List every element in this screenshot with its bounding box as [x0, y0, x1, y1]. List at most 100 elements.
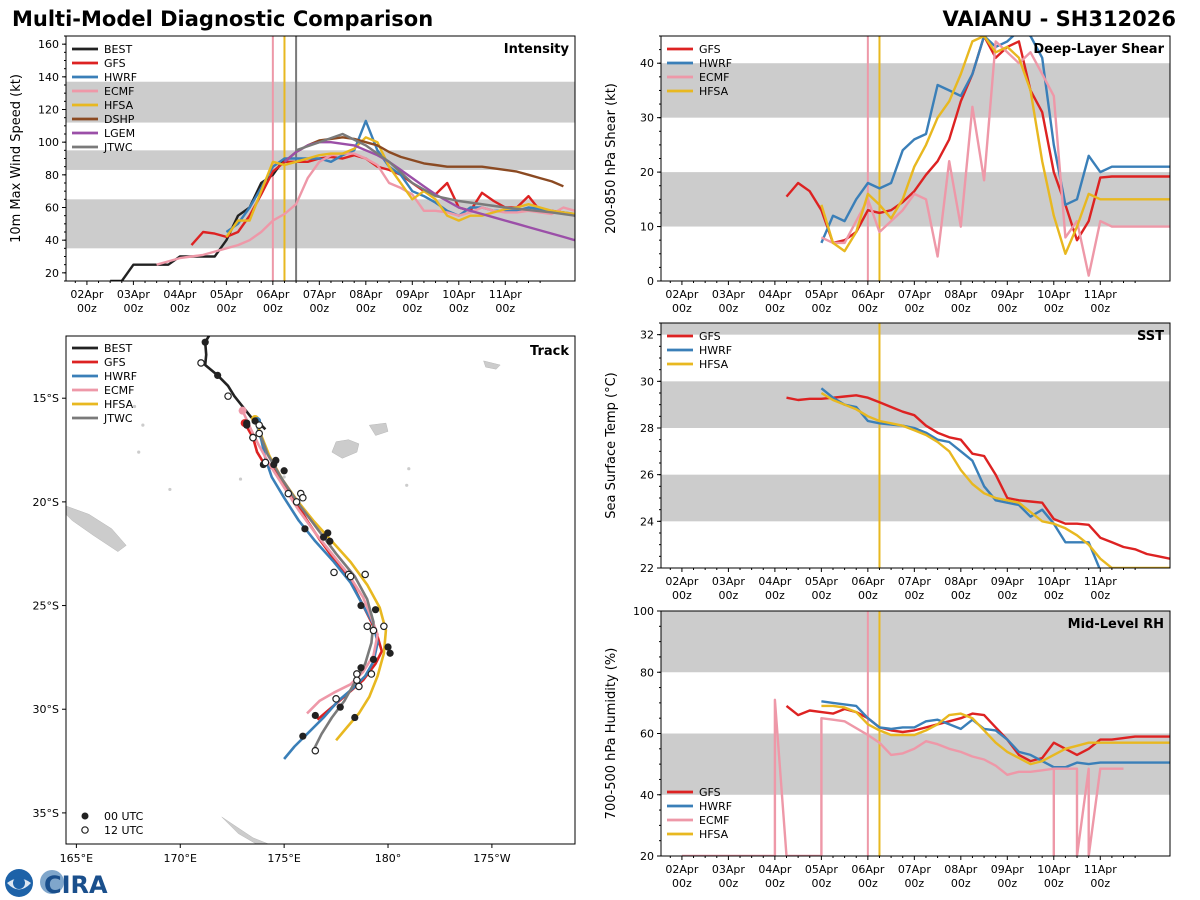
shear-xtick-hour: 00z: [1044, 302, 1064, 315]
rh-xtick-date: 08Apr: [944, 863, 978, 876]
track-marker-12utc: [197, 359, 205, 367]
rh-xtick-hour: 00z: [765, 877, 785, 890]
sst-xtick-hour: 00z: [765, 589, 785, 602]
intensity-line-hwrf: [225, 119, 575, 233]
sst-line-hfsa: [820, 391, 1170, 568]
rh-line-hfsa: [821, 704, 1170, 766]
intensity-legend-label-lgem: LGEM: [104, 127, 135, 140]
intensity-ytick-label: 160: [38, 38, 59, 51]
track-ytick-label: 20°S: [33, 496, 59, 509]
shear-xtick-date: 09Apr: [991, 288, 1025, 301]
marker-legend-00utc: [81, 812, 89, 820]
sst-legend-label-hfsa: HFSA: [699, 358, 729, 371]
sst-ylabel: Sea Surface Temp (°C): [604, 372, 619, 519]
track-marker-00utc: [311, 711, 319, 720]
rh-legend-label-ecmf: ECMF: [699, 814, 729, 827]
intensity-xtick-date: 05Apr: [210, 288, 244, 301]
intensity-ytick-label: 80: [45, 169, 59, 182]
land-mass: [221, 816, 270, 844]
sst-xtick-hour: 00z: [904, 589, 924, 602]
sst-ytick-label: 32: [640, 329, 654, 342]
intensity-xtick-date: 11Apr: [489, 288, 523, 301]
track-marker-00utc: [357, 601, 365, 610]
sst-xtick-date: 03Apr: [712, 575, 746, 588]
rh-ytick-label: 40: [640, 789, 654, 802]
rh-xtick-date: 04Apr: [758, 863, 792, 876]
intensity-shade-band: [66, 199, 575, 249]
intensity-xtick-hour: 00z: [216, 302, 236, 315]
track-marker-12utc: [346, 572, 355, 581]
intensity-xtick-date: 09Apr: [396, 288, 430, 301]
shear-title: Deep-Layer Shear: [1033, 42, 1164, 57]
sst-series: [786, 387, 1170, 568]
track-ytick-label: 35°S: [33, 807, 59, 820]
land-mass: [331, 439, 360, 459]
track-xtick-label: 165°E: [60, 852, 93, 865]
sst-xtick-date: 04Apr: [758, 575, 792, 588]
shear-legend-label-hwrf: HWRF: [699, 57, 732, 70]
island: [141, 423, 145, 427]
intensity-line-ecmf: [156, 152, 575, 266]
marker-legend-12utc: [81, 826, 89, 834]
sst-title: SST: [1137, 329, 1164, 344]
intensity-panel: 2040608010012014016002Apr00z03Apr00z04Ap…: [9, 35, 576, 315]
sst-xtick-date: 07Apr: [898, 575, 932, 588]
rh-xtick-date: 02Apr: [665, 863, 699, 876]
sst-shade-band: [661, 381, 1170, 428]
track-marker-12utc: [299, 493, 307, 502]
sst-shade-band: [661, 323, 1170, 335]
rh-ylabel: 700-500 hPa Humidity (%): [604, 648, 619, 820]
shear-xtick-hour: 00z: [672, 302, 692, 315]
track-marker-12utc: [261, 458, 270, 467]
rh-ytick-label: 20: [640, 850, 654, 863]
track-marker-12utc: [367, 670, 376, 678]
track-line-hwrf: [253, 418, 379, 760]
rh-xtick-hour: 00z: [1044, 877, 1064, 890]
land-mass: [483, 360, 501, 370]
shear-legend-label-gfs: GFS: [699, 43, 721, 56]
rh-series: [681, 698, 1170, 856]
intensity-line-jtwc: [295, 132, 575, 217]
track-marker-00utc: [326, 537, 334, 545]
shear-xtick-date: 08Apr: [944, 288, 978, 301]
sst-xtick-date: 05Apr: [805, 575, 839, 588]
intensity-xtick-hour: 00z: [309, 302, 329, 315]
sst-xtick-date: 09Apr: [991, 575, 1025, 588]
track-legend-label-gfs: GFS: [104, 356, 126, 369]
rh-ytick-label: 100: [633, 605, 654, 618]
rh-line-hwrf: [821, 700, 1170, 769]
track-marker-12utc: [292, 498, 301, 506]
shear-legend-label-hfsa: HFSA: [699, 85, 729, 98]
intensity-xtick-date: 08Apr: [349, 288, 383, 301]
shear-xtick-hour: 00z: [997, 302, 1017, 315]
track-marker-00utc: [384, 643, 392, 651]
sst-xtick-hour: 00z: [672, 589, 692, 602]
intensity-ytick-label: 40: [45, 234, 59, 247]
land-mass: [368, 422, 389, 436]
rh-xtick-hour: 00z: [904, 877, 924, 890]
track-map-area: [66, 336, 501, 844]
rh-xtick-date: 05Apr: [805, 863, 839, 876]
rh-xtick-date: 09Apr: [991, 863, 1025, 876]
island: [137, 450, 141, 454]
track-axes-frame: [65, 335, 576, 845]
track-ytick-label: 15°S: [33, 392, 59, 405]
shear-xtick-date: 07Apr: [898, 288, 932, 301]
intensity-xtick-hour: 00z: [402, 302, 422, 315]
intensity-series: [110, 119, 575, 281]
sst-line-hwrf: [820, 387, 1101, 568]
intensity-legend-label-jtwc: JTWC: [103, 141, 133, 154]
shear-ytick-label: 10: [640, 221, 654, 234]
shear-legend-label-ecmf: ECMF: [699, 71, 729, 84]
shear-xtick-hour: 00z: [1090, 302, 1110, 315]
globe-icon: [40, 870, 64, 894]
shear-shade-band: [661, 63, 1170, 118]
rh-title: Mid-Level RH: [1068, 617, 1164, 632]
shear-xtick-date: 05Apr: [805, 288, 839, 301]
rh-xtick-date: 06Apr: [851, 863, 885, 876]
intensity-xtick-date: 03Apr: [117, 288, 151, 301]
sst-panel: 22242628303202Apr00z03Apr00z04Apr00z05Ap…: [604, 322, 1171, 602]
rh-xtick-date: 11Apr: [1084, 863, 1118, 876]
sst-ytick-label: 28: [640, 422, 654, 435]
track-marker-00utc: [201, 338, 209, 346]
